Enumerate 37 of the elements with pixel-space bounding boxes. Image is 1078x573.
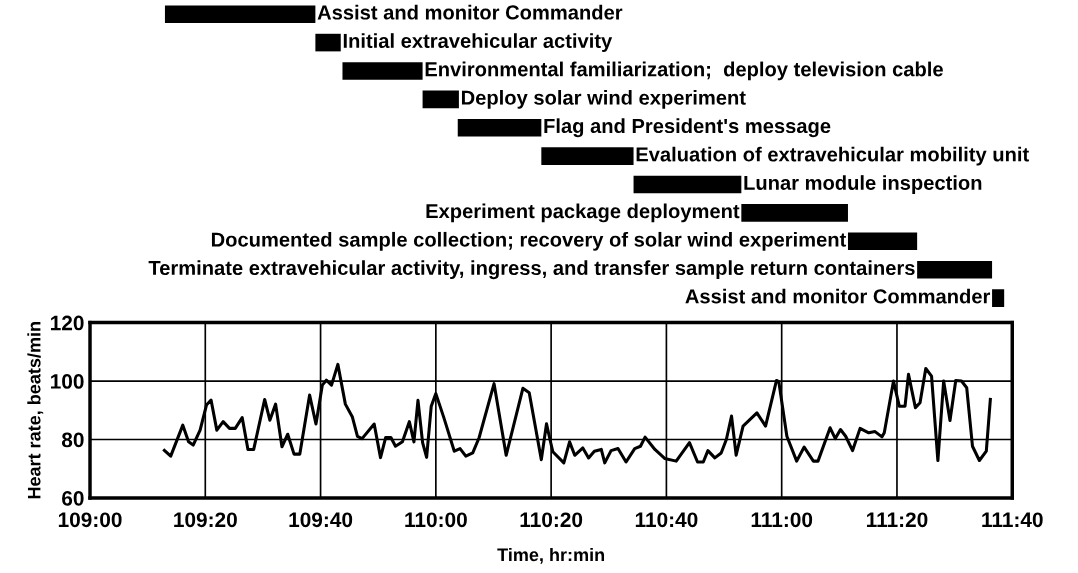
x-tick-label: 110:40 bbox=[635, 512, 698, 528]
x-tick-label: 110:00 bbox=[405, 512, 467, 528]
category-label: Documented sample collection; recovery of solar wind experiment bbox=[211, 231, 847, 251]
y-tick-label: 100 bbox=[51, 374, 84, 389]
x-tick-label: 109:00 bbox=[58, 512, 122, 528]
bar bbox=[633, 175, 742, 194]
category-label: Environmental familiarization; deploy television cable bbox=[425, 61, 943, 81]
category-label: Initial extravehicular activity bbox=[343, 33, 613, 52]
category-label: Assist and monitor Commander bbox=[685, 288, 991, 304]
x-tick-label: 111:20 bbox=[866, 512, 928, 528]
bar bbox=[741, 204, 848, 222]
x-tick-label: 111:00 bbox=[751, 512, 813, 528]
y-tick-label: 80 bbox=[61, 432, 84, 448]
x-tick-label: 109:20 bbox=[174, 512, 237, 528]
category-label: Experiment package deployment bbox=[426, 203, 740, 223]
bar bbox=[164, 5, 316, 23]
category-label: Terminate extravehicular activity, ingress, and transfer sample return containers bbox=[148, 260, 915, 280]
y-tick-label: 60 bbox=[62, 490, 84, 506]
y-axis-title: Heart rate, beats/min bbox=[27, 322, 44, 499]
bar bbox=[541, 147, 634, 165]
bar bbox=[847, 232, 918, 251]
category-label: Flag and President's message bbox=[544, 118, 831, 138]
bar bbox=[917, 260, 993, 279]
x-tick-label: 111:40 bbox=[982, 512, 1043, 528]
x-axis-title: Time, hr:min bbox=[497, 547, 605, 564]
category-label: Lunar module inspection bbox=[744, 175, 982, 194]
category-label: Evaluation of extravehicular mobility unit bbox=[636, 146, 1029, 166]
bar bbox=[422, 90, 459, 109]
bar bbox=[457, 118, 542, 137]
category-label: Assist and monitor Commander bbox=[317, 4, 623, 20]
x-tick-label: 110:20 bbox=[520, 512, 583, 528]
y-tick-label: 120 bbox=[51, 315, 84, 331]
x-tick-label: 109:40 bbox=[289, 512, 353, 528]
category-label: Deploy solar wind experiment bbox=[461, 89, 746, 109]
bar bbox=[315, 33, 341, 52]
bar bbox=[992, 289, 1005, 307]
bar bbox=[342, 62, 423, 80]
